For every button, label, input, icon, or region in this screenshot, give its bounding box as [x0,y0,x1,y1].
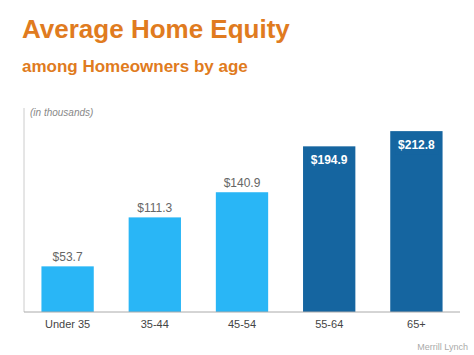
annotation: (in thousands) [30,107,93,118]
data-label: $111.3 [137,201,172,215]
bars [41,131,442,312]
y-axis-line [24,108,25,312]
x-axis-line [24,312,460,313]
bar [41,266,93,312]
data-label-box [395,136,438,154]
data-label-group: $212.8 [395,136,438,154]
background [0,0,474,355]
bar [216,192,268,312]
bar [390,131,442,312]
data-label-box [308,151,351,169]
x-tick-label: Under 35 [45,318,90,330]
bar [129,217,181,312]
x-tick-label: 65+ [407,318,426,330]
title: Average Home Equity [22,14,290,44]
data-label: $212.8 [398,138,435,152]
data-label-group: $194.9 [308,151,351,169]
bar [303,146,355,312]
x-tick-label: 35-44 [141,318,169,330]
data-label: $53.7 [53,250,83,264]
chart: Average Home Equity among Homeowners by a… [0,0,474,355]
chart-container: Average Home Equity among Homeowners by a… [0,0,474,355]
data-labels: $53.7 $111.3 $140.9 $194.9 $212.8 [53,136,438,264]
data-label: $194.9 [311,153,348,167]
data-label: $140.9 [224,176,261,190]
subtitle: among Homeowners by age [22,57,248,76]
watermark: Merrill Lynch [417,342,468,352]
x-tick-label: 45-54 [228,318,256,330]
x-tick-label: 55-64 [315,318,343,330]
